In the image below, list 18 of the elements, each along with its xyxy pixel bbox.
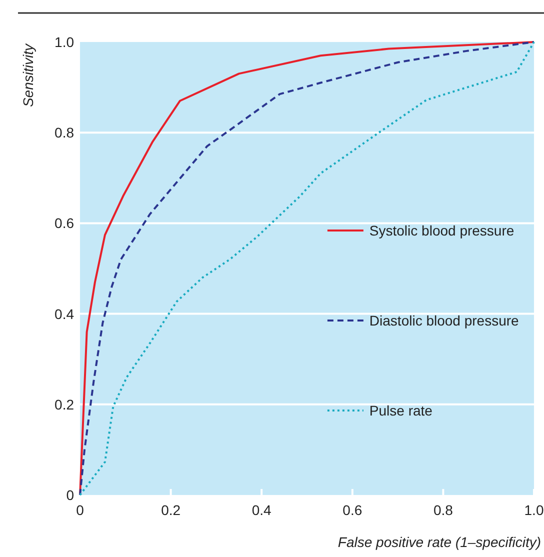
- x-tick-label: 0.2: [161, 502, 181, 518]
- y-tick-label: 0.6: [54, 215, 74, 232]
- x-tick-label: 1.0: [524, 502, 544, 518]
- y-axis-title: Sensitivity: [20, 43, 36, 108]
- y-tick-label: 0.2: [54, 396, 74, 412]
- y-tick-label: 0.4: [54, 306, 74, 322]
- line-series: [79, 41, 535, 496]
- x-axis-title: False positive rate (1–specificity): [338, 534, 541, 550]
- x-tick-label: 0.8: [433, 502, 454, 518]
- x-tick-label: 0.6: [342, 502, 362, 518]
- legend-label: Systolic blood pressure: [369, 222, 514, 238]
- legend-label: Pulse rate: [369, 402, 433, 418]
- y-tick-label: 1.0: [54, 34, 74, 50]
- x-tick-label: 0.4: [252, 502, 272, 518]
- y-tick-label: 0.8: [54, 124, 74, 141]
- y-tick-label: 0: [66, 487, 74, 503]
- x-tick-label: 0: [76, 502, 84, 518]
- legend-label: Diastolic blood pressure: [369, 312, 520, 328]
